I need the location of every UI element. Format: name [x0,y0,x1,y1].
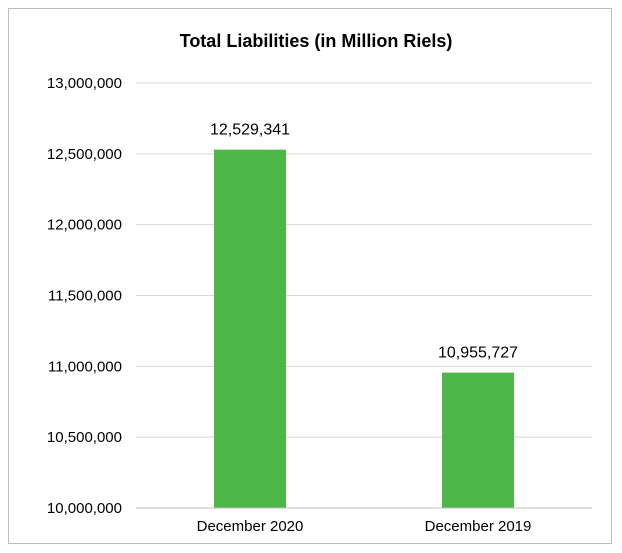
y-tick-label: 13,000,000 [47,75,122,92]
x-axis-tick-labels: December 2020 December 2019 [197,518,532,535]
gridlines [136,82,592,438]
data-label: 12,529,341 [210,122,290,139]
y-tick-label: 11,000,000 [48,358,122,375]
data-labels: 12,529,341 10,955,727 [210,122,518,362]
y-tick-label: 10,000,000 [47,500,122,517]
y-tick-label: 12,000,000 [47,217,122,234]
bar [442,372,514,508]
bars [214,149,514,508]
x-tick-label: December 2020 [197,518,304,535]
y-tick-label: 10,500,000 [47,429,122,446]
y-tick-label: 11,500,000 [48,288,122,305]
y-axis-tick-labels: 10,000,000 10,500,000 11,000,000 11,500,000… [47,75,122,517]
data-label: 10,955,727 [438,345,518,362]
bar [214,149,286,508]
x-tick-label: December 2019 [425,518,532,535]
chart-title: Total Liabilities (in Million Riels) [180,31,453,51]
y-tick-label: 12,500,000 [47,146,122,163]
